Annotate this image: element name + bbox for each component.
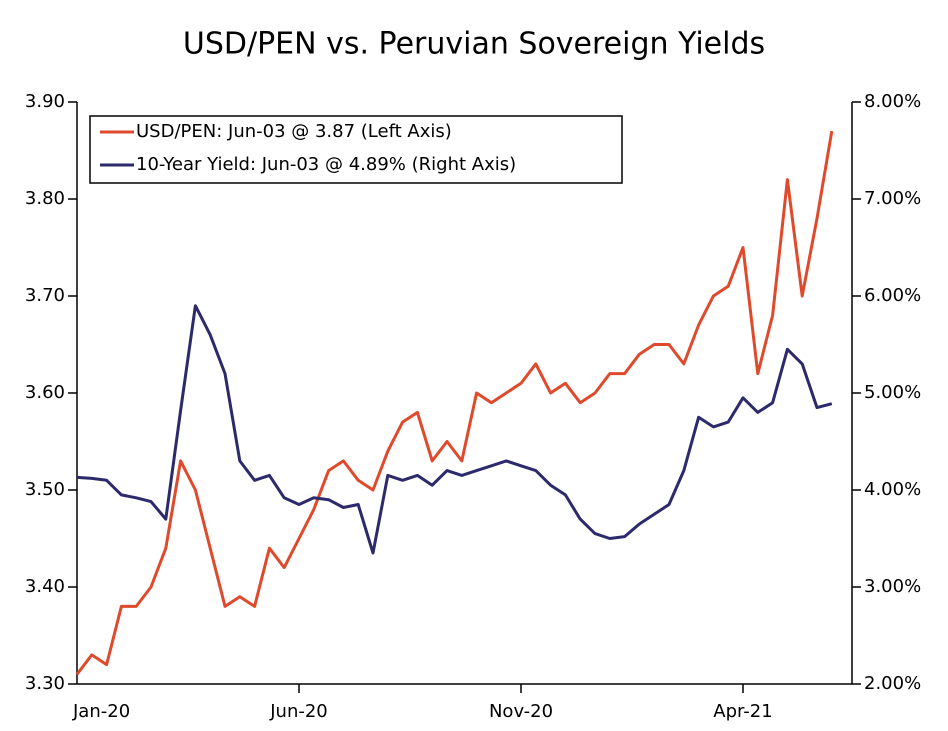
x-tick-label: Nov-20 [489, 701, 553, 722]
y2-tick-label: 2.00% [864, 673, 921, 694]
y-tick-label: 3.90 [25, 91, 65, 112]
x-tick-label: Jan-20 [72, 701, 130, 722]
y-tick-label: 3.70 [25, 285, 65, 306]
x-tick-label: Apr-21 [713, 701, 772, 722]
legend-box [89, 115, 623, 184]
axes [76, 102, 853, 685]
y-tick-label: 3.40 [25, 576, 65, 597]
y-tick-label: 3.50 [25, 479, 65, 500]
y2-tick-label: 4.00% [864, 479, 921, 500]
series-line [75, 130, 834, 676]
y2-tick-label: 3.00% [864, 576, 921, 597]
y2-tick-label: 6.00% [864, 285, 921, 306]
y2-tick-label: 7.00% [864, 188, 921, 209]
legend-label: USD/PEN: Jun-03 @ 3.87 (Left Axis) [136, 121, 452, 142]
y2-tick-label: 5.00% [864, 382, 921, 403]
series-line [76, 304, 833, 555]
chart-title: USD/PEN vs. Peruvian Sovereign Yields [183, 27, 765, 62]
x-tick-label: Jun-20 [269, 701, 328, 722]
y-tick-label: 3.60 [25, 382, 65, 403]
y-tick-label: 3.80 [25, 188, 65, 209]
legend-label: 10-Year Yield: Jun-03 @ 4.89% (Right Axi… [136, 154, 516, 175]
y2-tick-label: 8.00% [864, 91, 921, 112]
y-tick-label: 3.30 [25, 673, 65, 694]
